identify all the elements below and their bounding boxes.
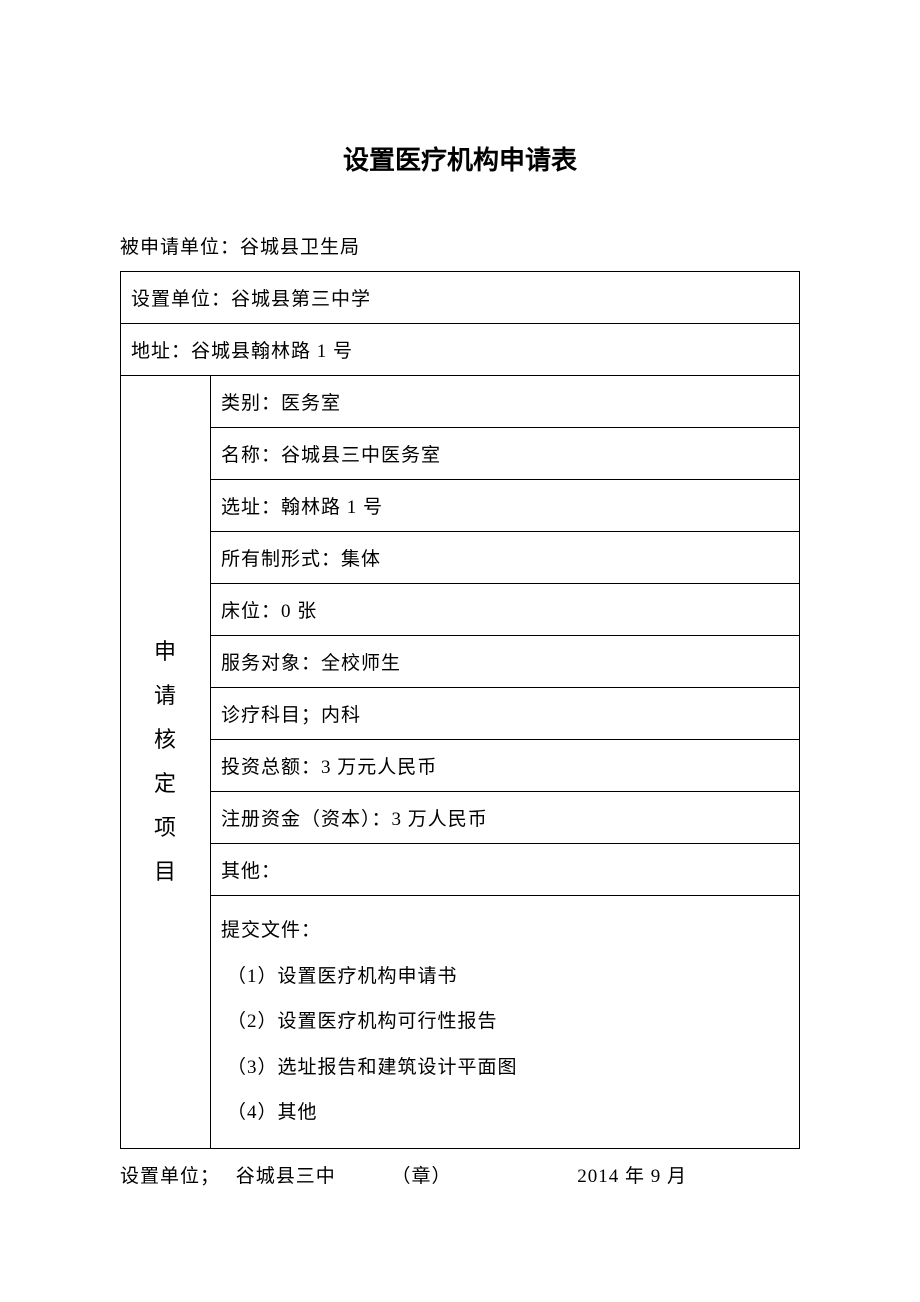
document-item: （3）选址报告和建筑设计平面图 <box>221 1045 789 1091</box>
side-label-vertical: 申 请 核 定 项 目 <box>131 630 200 894</box>
footer-unit: 谷城县三中 <box>236 1161 336 1188</box>
footer-seal: （章） <box>392 1161 452 1188</box>
side-char: 目 <box>154 850 177 894</box>
side-char: 项 <box>154 806 177 850</box>
document-item: （4）其他 <box>221 1090 789 1136</box>
application-table: 设置单位：谷城县第三中学 地址：谷城县翰林路 1 号 申 请 核 定 项 目 类… <box>120 271 800 1149</box>
side-char: 申 <box>154 630 177 674</box>
row-address: 地址：谷城县翰林路 1 号 <box>121 324 800 376</box>
row-beds: 床位：0 张 <box>211 584 800 636</box>
row-ownership: 所有制形式：集体 <box>211 532 800 584</box>
row-service: 服务对象：全校师生 <box>211 636 800 688</box>
document-item: （2）设置医疗机构可行性报告 <box>221 999 789 1045</box>
side-char: 请 <box>154 674 177 718</box>
row-capital: 注册资金（资本）：3 万人民币 <box>211 792 800 844</box>
row-site: 选址：翰林路 1 号 <box>211 480 800 532</box>
row-department: 诊疗科目；内科 <box>211 688 800 740</box>
applicant-target-line: 被申请单位：谷城县卫生局 <box>120 232 800 259</box>
footer-line: 设置单位； 谷城县三中 （章） 2014 年 9 月 <box>120 1161 800 1188</box>
footer-label: 设置单位； <box>120 1161 220 1188</box>
documents-header: 提交文件： <box>221 908 789 954</box>
form-title: 设置医疗机构申请表 <box>120 140 800 177</box>
row-setting-unit: 设置单位：谷城县第三中学 <box>121 272 800 324</box>
row-investment: 投资总额：3 万元人民币 <box>211 740 800 792</box>
side-label-cell: 申 请 核 定 项 目 <box>121 376 211 1149</box>
row-category: 类别：医务室 <box>211 376 800 428</box>
footer-date: 2014 年 9 月 <box>577 1161 687 1188</box>
row-other: 其他： <box>211 844 800 896</box>
row-name: 名称：谷城县三中医务室 <box>211 428 800 480</box>
document-item: （1）设置医疗机构申请书 <box>221 954 789 1000</box>
row-documents: 提交文件： （1）设置医疗机构申请书 （2）设置医疗机构可行性报告 （3）选址报… <box>211 896 800 1149</box>
side-char: 核 <box>154 718 177 762</box>
side-char: 定 <box>154 762 177 806</box>
